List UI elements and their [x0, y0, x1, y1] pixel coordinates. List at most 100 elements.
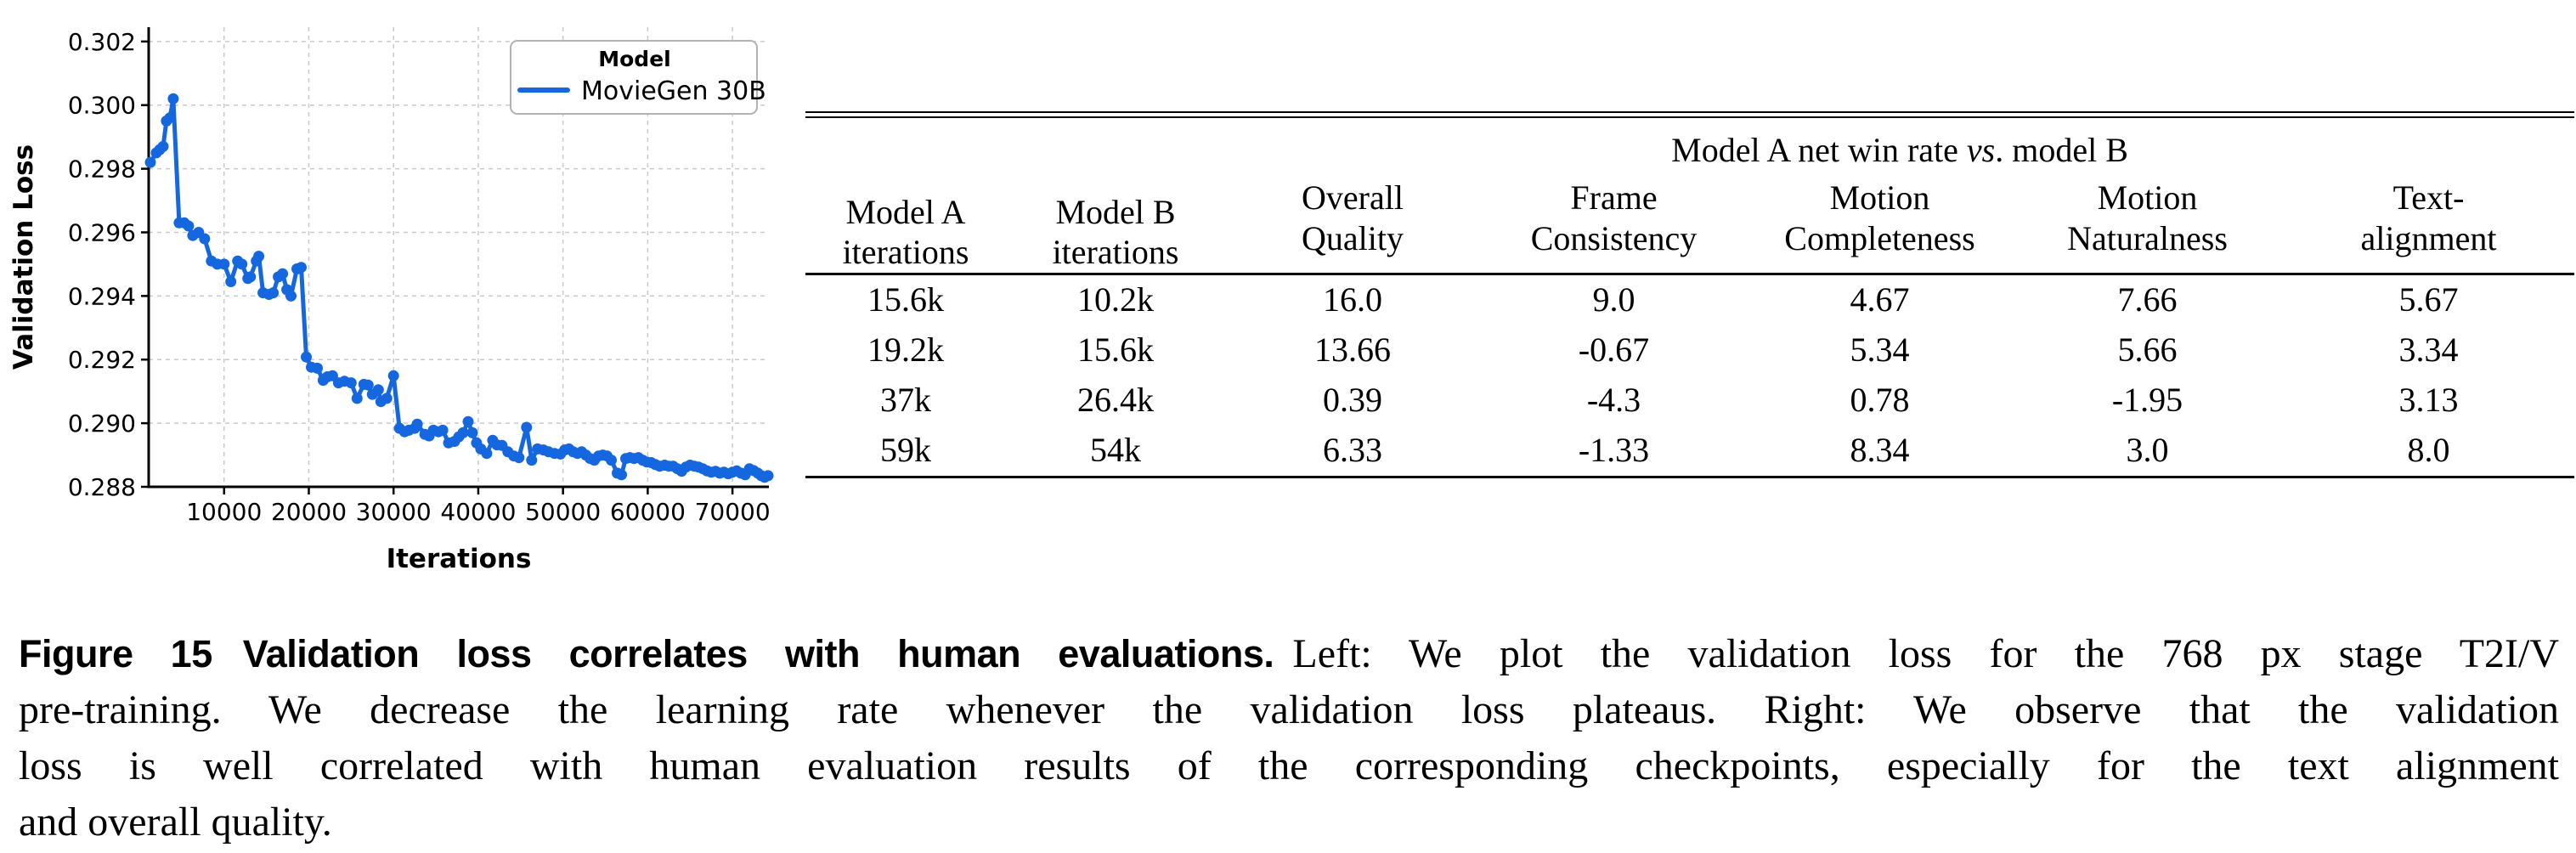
caption-line: Figure 15 Validation loss correlates with…	[19, 626, 2559, 682]
data-point-marker	[245, 271, 257, 283]
span-header-vs: vs	[1966, 131, 1996, 170]
data-point-marker	[157, 140, 169, 152]
table-cell: 7.66	[2117, 280, 2178, 319]
table-body: 15.6k 10.2k 16.0 9.0 4.67 7.66 5.67 19.2k 15.6k 1…	[805, 274, 2574, 477]
data-point-marker	[381, 393, 393, 404]
data-point-marker	[411, 418, 423, 430]
table-header: Model A iterations Model B iterations Mo…	[805, 118, 2575, 274]
table-cell: 9.0	[1592, 280, 1635, 319]
table-cell: 3.34	[2398, 330, 2459, 370]
data-point-marker	[253, 251, 265, 263]
table-row: 19.2k 15.6k 13.66 -0.67 5.34 5.66 3.34	[805, 325, 2574, 376]
x-tick-label: 50000	[525, 498, 601, 526]
caption-text: and overall quality.	[19, 799, 332, 845]
data-point-marker	[164, 112, 176, 124]
data-point-marker	[762, 470, 774, 482]
table-cell: 4.67	[1850, 280, 1910, 319]
data-point-marker	[526, 455, 538, 466]
series-line	[148, 96, 771, 480]
table-cell: 59k	[880, 431, 931, 470]
results-table: Model A iterations Model B iterations Mo…	[805, 118, 2575, 478]
table-cell: 3.13	[2398, 381, 2459, 420]
x-tick-label: 40000	[440, 498, 516, 526]
span-header-suffix: . model B	[1995, 131, 2128, 170]
caption-text: loss is well correlated with human evalu…	[19, 743, 2559, 788]
col-header-motion: Motion Completeness	[1784, 178, 1975, 257]
x-tick-label: 70000	[695, 498, 771, 526]
data-point-marker	[521, 421, 533, 433]
figure-label: Figure 15	[19, 632, 212, 675]
data-point-marker	[345, 377, 357, 389]
table-cell: 15.6k	[1077, 330, 1154, 370]
data-point-marker	[285, 290, 297, 302]
caption-text: Left: We plot the validation loss for th…	[1292, 631, 2560, 676]
col-header-text-: Text- alignment	[2360, 178, 2497, 257]
data-point-marker	[606, 455, 617, 466]
data-point-marker	[362, 379, 374, 391]
data-point-marker	[513, 452, 525, 464]
y-tick-label: 0.290	[68, 410, 136, 438]
span-header-prefix: Model A net win rate	[1671, 131, 1967, 170]
table-cell: 8.0	[2407, 431, 2450, 470]
data-point-marker	[277, 268, 289, 280]
data-point-marker	[462, 415, 474, 427]
y-tick-label: 0.294	[68, 282, 136, 310]
data-point-marker	[167, 93, 179, 105]
validation-loss-chart-svg: 10000 20000 30000 40000 50000 60000 70000 0.288…	[8, 27, 774, 574]
data-point-marker	[218, 258, 230, 270]
table-cell: 0.39	[1323, 381, 1382, 420]
human-eval-table: Model A iterations Model B iterations Mo…	[805, 111, 2575, 478]
y-tick-label: 0.296	[68, 218, 136, 246]
data-point-marker	[199, 233, 211, 245]
data-point-marker	[296, 262, 307, 274]
col-header-model-a-iterations: Model A iterations	[842, 193, 969, 272]
table-cell: 10.2k	[1077, 280, 1154, 319]
x-axis-label: Iterations	[387, 544, 532, 574]
table-cell: 26.4k	[1077, 381, 1154, 420]
data-point-marker	[387, 370, 399, 381]
x-tick-label: 30000	[356, 498, 432, 526]
legend-title: Model	[598, 47, 670, 71]
col-header-overall: Overall Quality	[1302, 178, 1404, 257]
data-point-marker	[351, 393, 363, 404]
data-point-marker	[225, 276, 237, 287]
table-cell: 19.2k	[867, 330, 944, 370]
figure-caption: Figure 15 Validation loss correlates with…	[19, 626, 2559, 850]
y-tick-label: 0.292	[68, 346, 136, 374]
data-point-marker	[144, 156, 156, 168]
table-row: 15.6k 10.2k 16.0 9.0 4.67 7.66 5.67	[805, 274, 2574, 325]
validation-loss-chart: 10000 20000 30000 40000 50000 60000 70000 0.288…	[0, 0, 816, 595]
data-point-marker	[466, 426, 478, 438]
data-point-marker	[616, 469, 627, 481]
caption-line: loss is well correlated with human evalu…	[19, 738, 2559, 794]
table-cell: 37k	[880, 381, 931, 420]
table-cell: 6.33	[1323, 431, 1382, 470]
data-point-marker	[183, 220, 195, 232]
data-point-marker	[437, 424, 449, 436]
caption-line: and overall quality.	[19, 794, 2559, 850]
table-cell: 54k	[1090, 431, 1141, 470]
table-cell: 5.66	[2117, 330, 2178, 370]
data-point-marker	[481, 448, 493, 460]
data-point-marker	[268, 287, 280, 299]
table-cell: -0.67	[1578, 330, 1650, 370]
col-header-frame: Frame Consistency	[1530, 178, 1698, 257]
table-cell: 8.34	[1850, 431, 1910, 470]
x-tick-label: 20000	[271, 498, 347, 526]
table-cell: -4.3	[1586, 381, 1641, 420]
span-header-net-win-rate: Model A net win rate vs. model B	[1225, 118, 2574, 171]
table-cell: -1.95	[2111, 381, 2183, 420]
x-tick-label: 60000	[610, 498, 686, 526]
table-cell: 15.6k	[867, 280, 944, 319]
y-tick-label: 0.300	[68, 92, 136, 120]
y-tick-label: 0.288	[68, 473, 136, 501]
table-cell: -1.33	[1578, 431, 1650, 470]
data-point-marker	[372, 384, 384, 396]
x-tick-label: 10000	[186, 498, 262, 526]
table-cell: 5.34	[1850, 330, 1910, 370]
y-tick-label: 0.298	[68, 155, 136, 184]
data-point-marker	[312, 362, 323, 374]
caption-text: pre-training. We decrease the learning r…	[19, 687, 2559, 732]
table-cell: 16.0	[1323, 280, 1382, 319]
